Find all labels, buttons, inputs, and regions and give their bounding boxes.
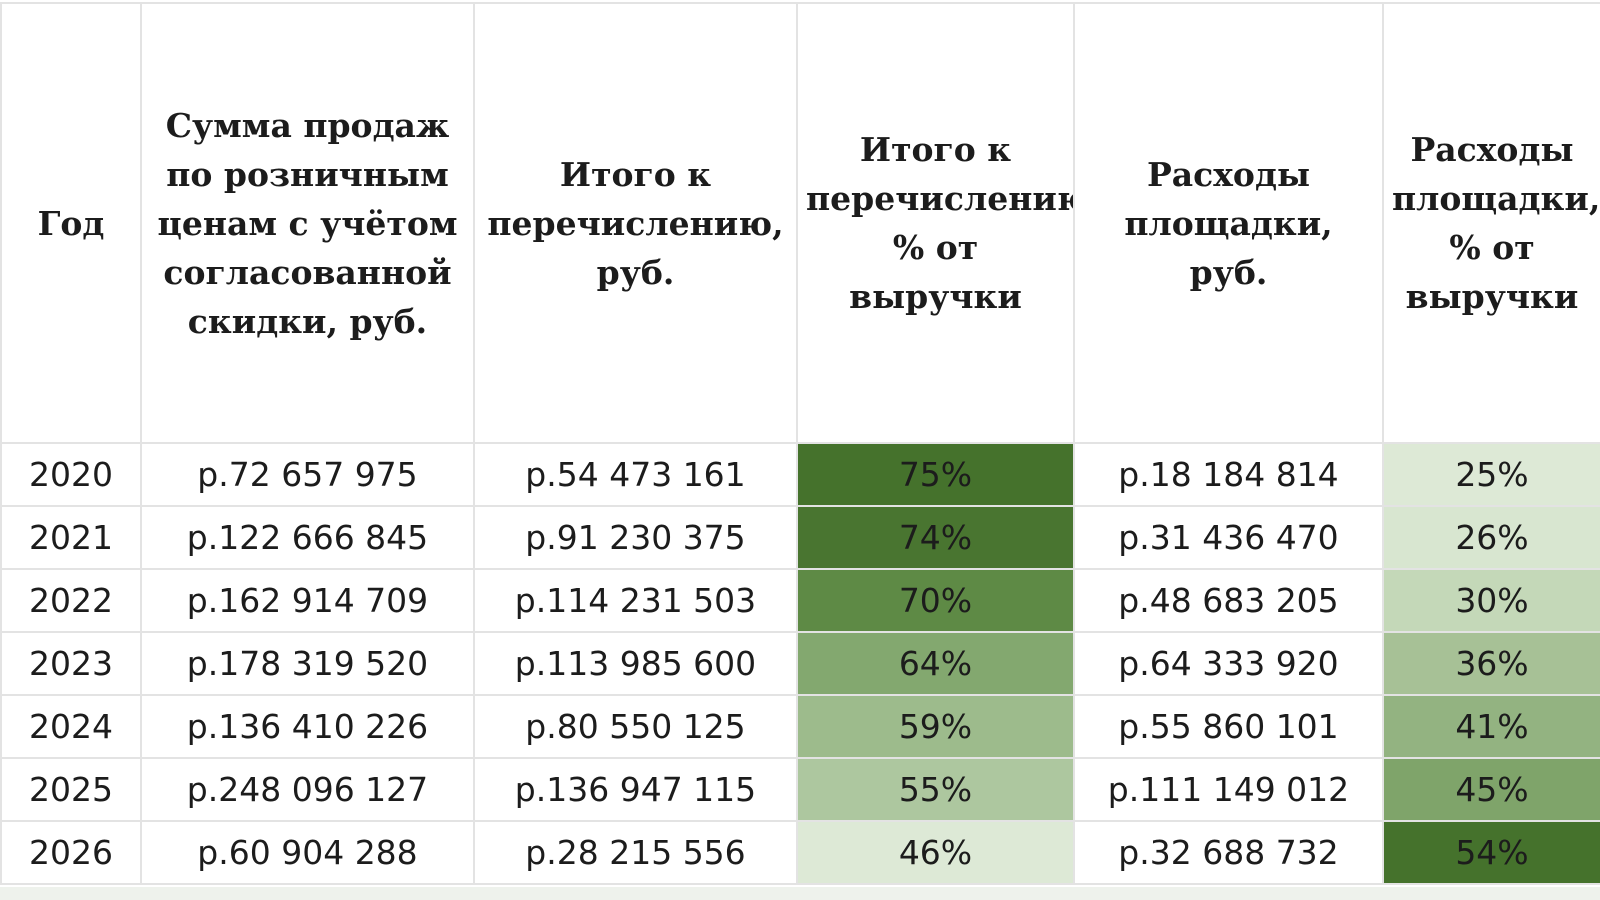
cell-year[interactable]: 2021	[0, 505, 142, 570]
cell-year[interactable]: 2025	[0, 757, 142, 822]
cell-payout[interactable]: р.54 473 161	[473, 442, 798, 507]
table-row: 2023 р.178 319 520 р.113 985 600 64% р.6…	[0, 631, 1600, 696]
cell-fees-pct[interactable]: 54%	[1382, 820, 1600, 885]
cell-sales[interactable]: р.60 904 288	[140, 820, 475, 885]
cell-sales[interactable]: р.162 914 709	[140, 568, 475, 633]
cell-fees[interactable]: р.64 333 920	[1073, 631, 1384, 696]
cell-fees[interactable]: р.31 436 470	[1073, 505, 1384, 570]
cell-year[interactable]: 2024	[0, 694, 142, 759]
cell-fees-pct[interactable]: 26%	[1382, 505, 1600, 570]
table-row: 2021 р.122 666 845 р.91 230 375 74% р.31…	[0, 505, 1600, 570]
cell-fees[interactable]: р.48 683 205	[1073, 568, 1384, 633]
table-row: 2020 р.72 657 975 р.54 473 161 75% р.18 …	[0, 442, 1600, 507]
header-year[interactable]: Год	[0, 2, 142, 444]
cell-year[interactable]: 2022	[0, 568, 142, 633]
cell-payout[interactable]: р.91 230 375	[473, 505, 798, 570]
cell-payout-pct[interactable]: 64%	[796, 631, 1075, 696]
cell-payout[interactable]: р.136 947 115	[473, 757, 798, 822]
cell-payout-pct[interactable]: 46%	[796, 820, 1075, 885]
cell-payout[interactable]: р.28 215 556	[473, 820, 798, 885]
cell-year[interactable]: 2023	[0, 631, 142, 696]
cell-payout-pct[interactable]: 75%	[796, 442, 1075, 507]
cell-fees[interactable]: р.55 860 101	[1073, 694, 1384, 759]
table-row: 2025 р.248 096 127 р.136 947 115 55% р.1…	[0, 757, 1600, 822]
header-payout[interactable]: Итого к перечислению, руб.	[473, 2, 798, 444]
cell-fees-pct[interactable]: 36%	[1382, 631, 1600, 696]
cell-sales[interactable]: р.178 319 520	[140, 631, 475, 696]
cell-payout[interactable]: р.114 231 503	[473, 568, 798, 633]
cell-sales[interactable]: р.136 410 226	[140, 694, 475, 759]
cell-fees[interactable]: р.32 688 732	[1073, 820, 1384, 885]
cell-sales[interactable]: р.122 666 845	[140, 505, 475, 570]
cell-fees[interactable]: р.18 184 814	[1073, 442, 1384, 507]
table-row: 2026 р.60 904 288 р.28 215 556 46% р.32 …	[0, 820, 1600, 885]
header-row: Год Сумма продаж по розничным ценам с уч…	[0, 2, 1600, 444]
header-fees[interactable]: Расходы площадки, руб.	[1073, 2, 1384, 444]
cell-payout-pct[interactable]: 70%	[796, 568, 1075, 633]
cell-payout-pct[interactable]: 74%	[796, 505, 1075, 570]
table-row: 2022 р.162 914 709 р.114 231 503 70% р.4…	[0, 568, 1600, 633]
cell-fees-pct[interactable]: 25%	[1382, 442, 1600, 507]
header-sales[interactable]: Сумма продаж по розничным ценам с учётом…	[140, 2, 475, 444]
cell-payout[interactable]: р.113 985 600	[473, 631, 798, 696]
cell-fees-pct[interactable]: 41%	[1382, 694, 1600, 759]
cell-payout-pct[interactable]: 59%	[796, 694, 1075, 759]
table-row: 2024 р.136 410 226 р.80 550 125 59% р.55…	[0, 694, 1600, 759]
cell-year[interactable]: 2026	[0, 820, 142, 885]
header-payout-pct[interactable]: Итого к перечислению, % от выручки	[796, 2, 1075, 444]
cell-sales[interactable]: р.248 096 127	[140, 757, 475, 822]
cell-fees-pct[interactable]: 30%	[1382, 568, 1600, 633]
cell-fees[interactable]: р.111 149 012	[1073, 757, 1384, 822]
header-fees-pct[interactable]: Расходы площадки, % от выручки	[1382, 2, 1600, 444]
cell-year[interactable]: 2020	[0, 442, 142, 507]
cell-payout[interactable]: р.80 550 125	[473, 694, 798, 759]
sheet-bottom-edge	[0, 887, 1600, 900]
cell-fees-pct[interactable]: 45%	[1382, 757, 1600, 822]
cell-sales[interactable]: р.72 657 975	[140, 442, 475, 507]
cell-payout-pct[interactable]: 55%	[796, 757, 1075, 822]
